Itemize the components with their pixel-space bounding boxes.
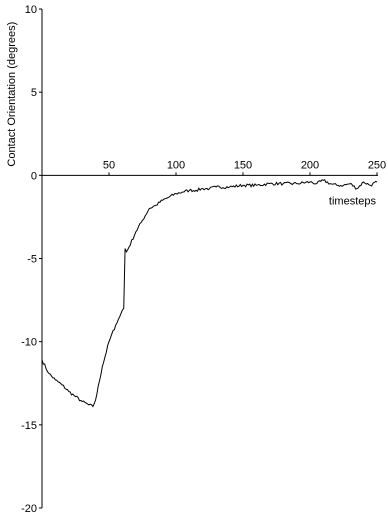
x-tick-label: 150: [234, 159, 252, 171]
y-tick-label: 5: [31, 87, 37, 99]
x-tick-label: 100: [167, 159, 185, 171]
y-axis-label: Contact Orientation (degrees): [6, 22, 18, 167]
x-tick-label: 250: [368, 159, 386, 171]
y-tick-label: -20: [21, 503, 37, 515]
x-axis: 50 100 150 200 250: [42, 159, 386, 176]
series-group: [41, 179, 378, 408]
y-tick-label: 10: [25, 4, 37, 16]
x-tick-label: 200: [301, 159, 319, 171]
y-tick-label: 0: [31, 170, 37, 182]
x-tick-label: 50: [103, 159, 115, 171]
y-tick-label: -5: [27, 254, 37, 266]
series-line: [41, 179, 378, 408]
y-axis: 10 5 0 -5 -10 -15 -20: [21, 4, 43, 515]
y-tick-label: -15: [21, 420, 37, 432]
x-axis-label: timesteps: [329, 195, 377, 207]
y-tick-label: -10: [21, 337, 37, 349]
